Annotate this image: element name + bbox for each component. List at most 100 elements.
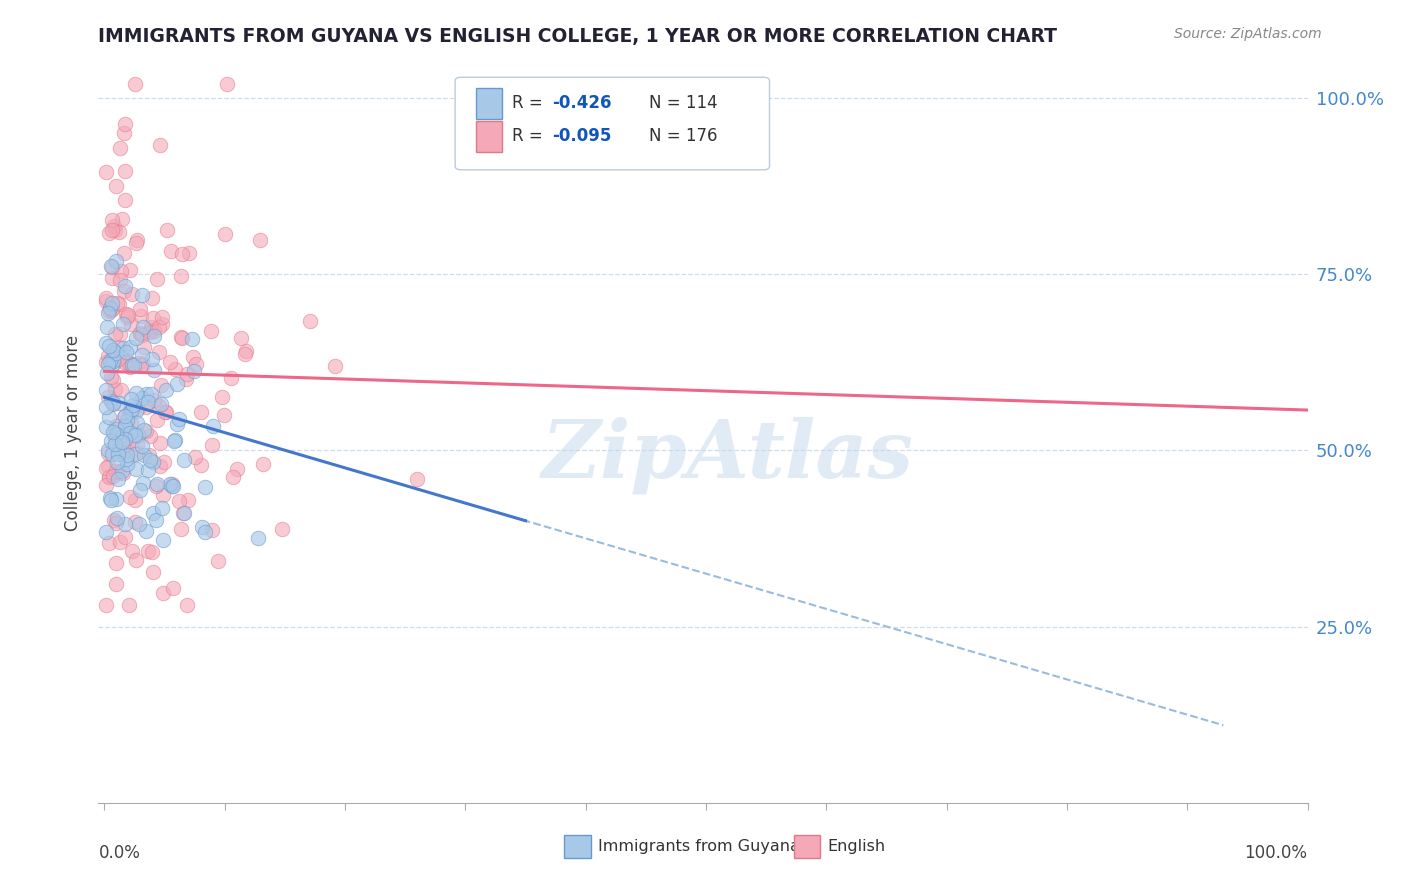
Point — [112, 410, 135, 425]
Point — [229, 330, 252, 344]
Point — [110, 212, 132, 227]
Point — [141, 545, 163, 559]
Point — [142, 455, 165, 469]
Point — [150, 310, 173, 324]
Point — [183, 450, 205, 464]
Point — [127, 428, 149, 442]
Point — [247, 531, 270, 545]
Point — [159, 354, 181, 368]
Point — [114, 418, 136, 433]
Point — [222, 470, 245, 484]
Point — [127, 401, 149, 416]
Point — [103, 222, 125, 236]
Text: N = 114: N = 114 — [648, 95, 717, 112]
Point — [162, 479, 184, 493]
Y-axis label: College, 1 year or more: College, 1 year or more — [65, 334, 83, 531]
Point — [146, 272, 169, 286]
Point — [120, 317, 142, 331]
Point — [100, 302, 122, 317]
Point — [132, 357, 155, 371]
Point — [271, 522, 294, 536]
Point — [162, 582, 184, 596]
Point — [149, 458, 172, 473]
Point — [132, 448, 155, 462]
Point — [107, 447, 129, 461]
Point — [103, 343, 125, 358]
Point — [112, 317, 135, 331]
Point — [167, 494, 190, 508]
Point — [176, 368, 198, 382]
Point — [98, 469, 121, 483]
Point — [94, 420, 117, 434]
Point — [180, 332, 202, 346]
Point — [100, 259, 122, 273]
Point — [94, 400, 117, 414]
Point — [153, 405, 176, 419]
Point — [200, 325, 222, 339]
Point — [96, 478, 118, 492]
Point — [150, 317, 173, 331]
Point — [124, 77, 146, 91]
Point — [103, 343, 125, 357]
Point — [120, 425, 142, 439]
Point — [177, 246, 200, 260]
Point — [124, 515, 146, 529]
Point — [124, 428, 146, 442]
Point — [135, 524, 157, 538]
Point — [131, 327, 153, 342]
Point — [112, 467, 135, 481]
Point — [121, 287, 143, 301]
Point — [235, 347, 257, 361]
Point — [100, 352, 122, 367]
Point — [138, 448, 160, 462]
Point — [120, 341, 142, 355]
Point — [104, 346, 127, 360]
Point — [194, 480, 217, 494]
Point — [148, 399, 170, 413]
Point — [103, 382, 125, 396]
Point — [132, 341, 155, 355]
Point — [114, 516, 136, 531]
Point — [138, 463, 160, 477]
Point — [183, 364, 205, 378]
Point — [127, 445, 149, 459]
Point — [121, 434, 143, 449]
Point — [174, 372, 197, 386]
Point — [103, 425, 125, 440]
Point — [131, 288, 153, 302]
Point — [190, 405, 212, 419]
Point — [114, 409, 136, 424]
Point — [141, 352, 163, 367]
Point — [124, 492, 146, 507]
Point — [125, 437, 148, 451]
Point — [104, 516, 127, 530]
Point — [112, 355, 135, 369]
Point — [139, 326, 162, 340]
Point — [141, 292, 163, 306]
Point — [141, 319, 163, 334]
Point — [96, 460, 118, 475]
Point — [114, 279, 136, 293]
Point — [105, 556, 128, 570]
Point — [125, 235, 148, 250]
Point — [94, 336, 117, 351]
Point — [191, 520, 214, 534]
Point — [128, 326, 150, 341]
Bar — [793, 835, 820, 858]
Point — [97, 442, 120, 457]
Point — [104, 427, 127, 442]
Point — [201, 438, 224, 452]
Point — [145, 413, 167, 427]
Point — [115, 307, 138, 321]
Point — [107, 511, 129, 525]
Point — [128, 356, 150, 370]
Point — [194, 525, 217, 540]
Point — [215, 77, 238, 91]
Point — [299, 314, 322, 328]
Point — [202, 418, 225, 433]
Point — [129, 359, 152, 373]
Point — [177, 492, 200, 507]
Point — [94, 383, 117, 397]
Point — [323, 359, 346, 373]
Point — [150, 397, 173, 411]
